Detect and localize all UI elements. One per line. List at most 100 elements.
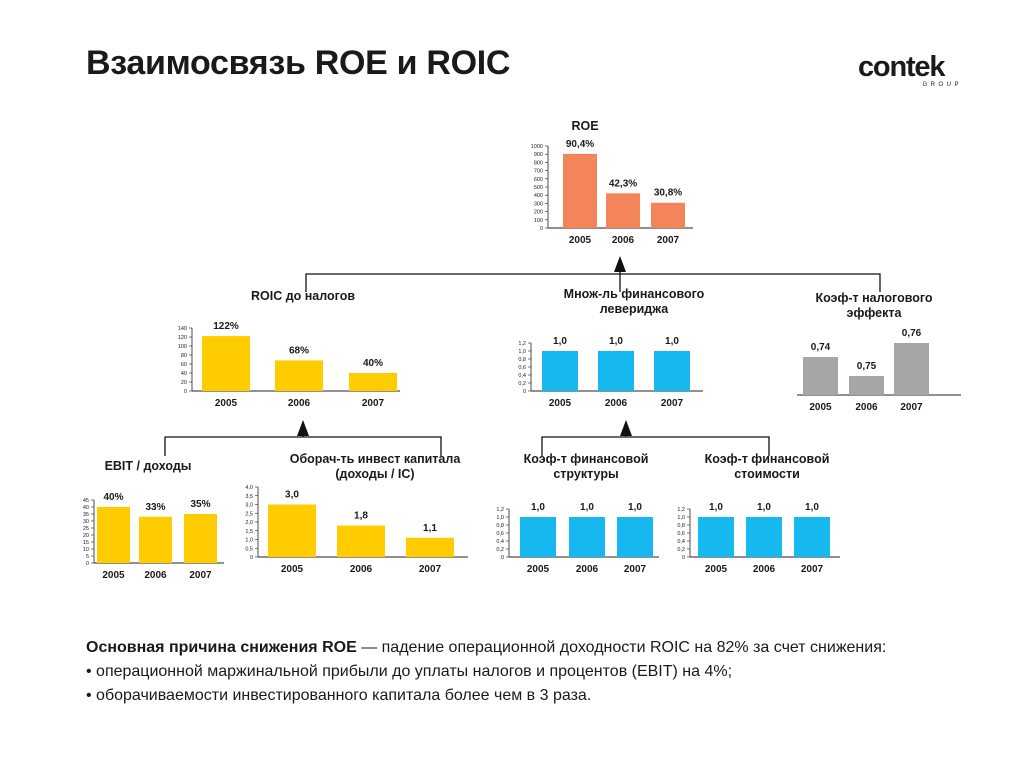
slide-title: Взаимосвязь ROE и ROIC [86, 44, 511, 82]
bar-cost-2007 [794, 517, 830, 557]
y-tick-label: 80 [181, 353, 187, 359]
y-tick-label: 0,4 [677, 539, 685, 545]
data-label: 1,0 [709, 502, 723, 513]
x-tick-label: 2007 [801, 564, 824, 575]
x-tick-label: 2005 [215, 398, 238, 409]
y-tick-label: 1,5 [245, 529, 253, 535]
bar-structure-2006 [569, 517, 605, 557]
y-tick-label: 2,5 [245, 511, 253, 517]
bar-turnover-2006 [337, 525, 385, 557]
connector-roe-branch [305, 273, 881, 292]
data-label: 0,74 [811, 342, 831, 353]
chart-tax: Коэф-т налогового эффекта 0,74 2005 0,75 2006… [797, 291, 961, 413]
y-tick-label: 5 [86, 554, 89, 560]
x-tick-label: 2007 [362, 398, 385, 409]
y-tick-label: 1,0 [496, 515, 504, 521]
x-tick-label: 2007 [900, 402, 923, 413]
bar-leverage-2007 [654, 351, 690, 391]
bar-structure-2007 [617, 517, 653, 557]
y-tick-label: 0,4 [496, 539, 504, 545]
y-tick-label: 35 [83, 512, 89, 518]
chart-title-structure: Коэф-т финансовой структуры [524, 452, 649, 481]
data-label: 1,8 [354, 511, 368, 522]
x-tick-label: 2005 [705, 564, 728, 575]
summary-lead-bold: Основная причина снижения ROE [86, 639, 357, 656]
y-tick-label: 1,0 [518, 349, 526, 355]
bar-structure-2005 [520, 517, 556, 557]
y-tick-label: 0,2 [677, 547, 685, 553]
y-tick-label: 1,0 [677, 515, 685, 521]
summary-bullet-ebit: • операционной маржинальной прибыли до у… [86, 663, 733, 680]
y-tick-label: 0,6 [496, 531, 504, 537]
data-label: 1,0 [628, 502, 642, 513]
summary-block: Основная причина снижения ROE — падение … [86, 636, 966, 708]
connector-leverage-branch [541, 436, 770, 456]
data-label: 42,3% [609, 178, 637, 189]
y-tick-label: 800 [534, 160, 543, 166]
x-tick-label: 2007 [189, 570, 212, 581]
y-tick-label: 100 [534, 218, 543, 224]
data-label: 1,0 [805, 502, 819, 513]
bar-ebit-2005 [97, 507, 130, 563]
y-tick-label: 700 [534, 169, 543, 175]
x-tick-label: 2005 [102, 570, 125, 581]
summary-bullet-turnover: • оборачиваемости инвестированного капит… [86, 687, 592, 704]
bar-cost-2006 [746, 517, 782, 557]
x-tick-label: 2006 [288, 398, 311, 409]
data-label: 0,76 [902, 328, 922, 339]
y-tick-label: 0 [184, 389, 187, 395]
chart-title-line: (доходы / IC) [335, 467, 414, 481]
y-tick-label: 0,5 [245, 546, 253, 552]
x-tick-label: 2005 [527, 564, 550, 575]
bar-ebit-2006 [139, 516, 172, 563]
x-tick-label: 2007 [624, 564, 647, 575]
x-tick-label: 2006 [753, 564, 776, 575]
y-tick-label: 1000 [531, 144, 543, 150]
y-tick-label: 40 [181, 371, 187, 377]
arrow-up-roe [614, 256, 626, 272]
chart-cost: Коэф-т финансовой стоимости 0 0,2 0,4 0,6 0,8 1… [677, 452, 840, 575]
data-label: 1,0 [757, 502, 771, 513]
y-tick-label: 500 [534, 185, 543, 191]
bar-roic-2006 [275, 360, 323, 391]
bar-roe-2007 [651, 202, 685, 228]
chart-roic: ROIC до налогов 0 20 40 60 80 100 120 140 122% 200… [178, 289, 400, 409]
y-tick-label: 1,0 [245, 538, 253, 544]
bar-roe-2006 [606, 193, 640, 228]
y-tick-label: 100 [178, 344, 187, 350]
arrow-up-roic [297, 420, 309, 436]
data-label: 68% [289, 345, 309, 356]
y-tick-label: 30 [83, 519, 89, 525]
x-tick-label: 2006 [576, 564, 599, 575]
chart-roe: ROE 0 100 200 300 400 500 600 700 800 900 1000 90,4%… [531, 119, 693, 246]
y-tick-label: 1,2 [677, 507, 685, 513]
data-label: 40% [103, 492, 123, 503]
chart-title-leverage: Множ-ль финансового левериджа [564, 287, 705, 316]
chart-title-ebit: EBIT / доходы [105, 459, 192, 473]
bar-leverage-2005 [542, 351, 578, 391]
contek-logo: contek GROUP [858, 52, 968, 92]
chart-title-turnover: Оборач-ть инвест капитала (доходы / IC) [290, 452, 462, 481]
data-label: 90,4% [566, 139, 594, 150]
chart-title-line: стоимости [734, 467, 800, 481]
y-tick-label: 4,0 [245, 485, 253, 491]
bar-ebit-2007 [184, 514, 217, 563]
data-label: 122% [213, 321, 239, 332]
chart-title-line: структуры [553, 467, 618, 481]
summary-lead: Основная причина снижения ROE — падение … [86, 636, 966, 660]
bar-turnover-2005 [268, 504, 316, 557]
chart-title-line: левериджа [600, 302, 669, 316]
y-tick-label: 0,8 [496, 523, 504, 529]
chart-turnover: Оборач-ть инвест капитала (доходы / IC) 0 0… [245, 452, 468, 575]
y-tick-label: 900 [534, 152, 543, 158]
data-label: 1,1 [423, 523, 437, 534]
y-tick-label: 0,4 [518, 373, 526, 379]
x-tick-label: 2006 [350, 564, 373, 575]
x-tick-label: 2005 [809, 402, 832, 413]
data-label: 0,75 [857, 361, 877, 372]
x-tick-label: 2006 [605, 398, 628, 409]
x-tick-label: 2007 [661, 398, 684, 409]
logo-wordmark: contek [858, 51, 945, 83]
